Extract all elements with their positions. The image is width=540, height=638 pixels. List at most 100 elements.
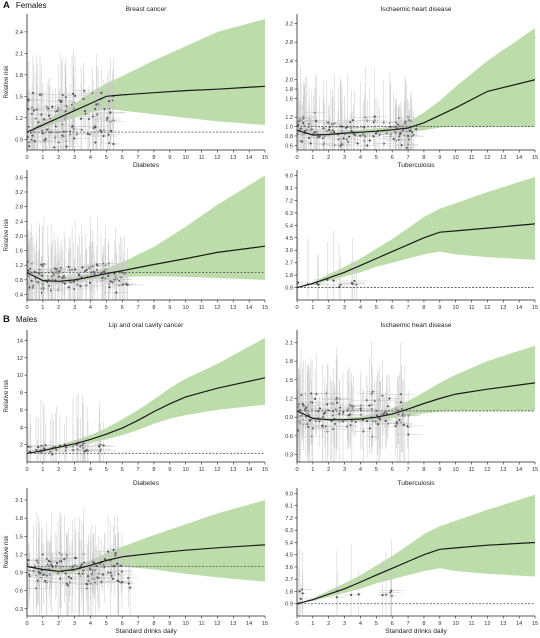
data-point bbox=[371, 390, 374, 393]
x-tick-label: 14 bbox=[246, 621, 252, 627]
data-point bbox=[374, 132, 378, 135]
confidence-band bbox=[27, 337, 265, 454]
x-tick-label: 2 bbox=[57, 155, 60, 161]
data-point bbox=[67, 265, 70, 268]
x-tick-label: 14 bbox=[516, 305, 522, 311]
data-point bbox=[109, 120, 112, 123]
data-point bbox=[77, 572, 80, 575]
data-point bbox=[63, 282, 67, 285]
data-point bbox=[107, 262, 110, 265]
x-tick-label: 3 bbox=[343, 305, 346, 311]
x-tick-label: 12 bbox=[214, 621, 220, 627]
data-point bbox=[339, 283, 342, 286]
data-point bbox=[89, 568, 92, 571]
data-point bbox=[84, 449, 87, 453]
section-b-letter: B bbox=[3, 314, 10, 325]
x-tick-label: 4 bbox=[89, 621, 92, 627]
data-point bbox=[100, 580, 103, 583]
section-b-label: B Males bbox=[3, 314, 37, 325]
fitted-curve bbox=[27, 85, 265, 133]
data-point bbox=[31, 284, 35, 287]
x-tick-label: 14 bbox=[246, 305, 252, 311]
data-point bbox=[97, 445, 101, 448]
x-tick-label: 1 bbox=[41, 155, 44, 161]
data-point bbox=[42, 118, 46, 121]
data-point bbox=[37, 445, 40, 449]
data-point bbox=[299, 127, 302, 130]
data-point bbox=[356, 142, 359, 145]
y-tick-label: 0.9 bbox=[285, 286, 293, 292]
y-tick-label: 4.5 bbox=[285, 553, 293, 559]
data-point bbox=[395, 422, 398, 425]
data-point bbox=[389, 591, 392, 594]
y-tick-label: 2.8 bbox=[285, 40, 293, 46]
data-point bbox=[361, 418, 364, 422]
data-point bbox=[59, 267, 63, 270]
x-tick-label: 13 bbox=[500, 305, 506, 311]
data-point bbox=[65, 145, 68, 148]
data-point bbox=[326, 403, 329, 406]
data-point bbox=[301, 592, 304, 595]
x-tick-label: 13 bbox=[230, 467, 236, 473]
plot-area bbox=[297, 341, 535, 462]
x-tick-label: 1 bbox=[311, 155, 314, 161]
data-point bbox=[366, 419, 369, 423]
data-point bbox=[309, 142, 312, 145]
y-tick-label: 1.2 bbox=[285, 396, 293, 402]
data-point bbox=[105, 118, 109, 122]
y-tick-label: 1.8 bbox=[285, 273, 293, 279]
data-point bbox=[101, 573, 104, 576]
x-tick-label: 8 bbox=[152, 621, 155, 627]
data-point bbox=[65, 446, 68, 449]
data-point bbox=[351, 119, 355, 122]
chart-panel-2: 0 1 2 3 4 5 6 7 8 9 10 11 12 13 14 150.60.81.01.21.61.8… bbox=[285, 6, 538, 161]
data-point bbox=[45, 105, 48, 108]
x-tick-label: 7 bbox=[407, 467, 410, 473]
y-tick-label: 1.5 bbox=[285, 378, 293, 384]
data-point bbox=[108, 285, 111, 289]
x-tick-label: 11 bbox=[199, 305, 205, 311]
y-tick-label: 6.3 bbox=[285, 211, 293, 217]
chart-panel-1: 0 1 2 3 4 5 6 7 8 9 10 11 12 13 14 150.91.21.51.82.12.4… bbox=[4, 6, 268, 161]
plot-area bbox=[27, 500, 265, 616]
data-point bbox=[83, 270, 87, 273]
data-point bbox=[116, 579, 119, 582]
confidence-band bbox=[297, 494, 535, 604]
data-point bbox=[372, 135, 375, 138]
data-point bbox=[40, 263, 43, 266]
data-point bbox=[81, 266, 84, 269]
y-tick-label: 1.8 bbox=[285, 589, 293, 595]
y-tick-label: 4 bbox=[20, 425, 23, 431]
data-point bbox=[366, 119, 369, 122]
data-point bbox=[62, 135, 65, 138]
data-point bbox=[378, 133, 381, 136]
y-axis-label: Relative risk bbox=[4, 535, 10, 569]
data-point bbox=[28, 286, 31, 289]
data-point bbox=[88, 133, 91, 136]
y-tick-label: 3.6 bbox=[285, 565, 293, 571]
data-point bbox=[388, 397, 391, 400]
data-point bbox=[313, 131, 316, 134]
y-tick-label: 14 bbox=[17, 338, 23, 344]
x-tick-label: 3 bbox=[343, 155, 346, 161]
y-tick-label: 0.6 bbox=[285, 434, 293, 440]
data-point bbox=[109, 111, 112, 114]
data-point bbox=[299, 597, 302, 600]
data-point bbox=[339, 144, 342, 147]
x-tick-label: 10 bbox=[183, 621, 189, 627]
x-tick-label: 9 bbox=[168, 621, 171, 627]
data-point bbox=[85, 587, 88, 590]
x-tick-label: 4 bbox=[89, 155, 92, 161]
x-tick-label: 6 bbox=[121, 467, 124, 473]
data-point bbox=[71, 125, 74, 128]
data-point bbox=[348, 135, 351, 138]
section-a-letter: A bbox=[3, 0, 10, 11]
x-tick-label: 15 bbox=[532, 467, 538, 473]
data-point bbox=[88, 281, 92, 284]
data-point bbox=[68, 153, 70, 155]
data-point bbox=[82, 569, 85, 572]
chart-panel-4: 0 1 2 3 4 5 6 7 8 9 10 11 12 13 14 150.91.82.73.64.55.4… bbox=[285, 162, 538, 311]
data-point bbox=[407, 138, 410, 141]
y-tick-label: 0.9 bbox=[285, 415, 293, 421]
data-point bbox=[400, 144, 403, 147]
